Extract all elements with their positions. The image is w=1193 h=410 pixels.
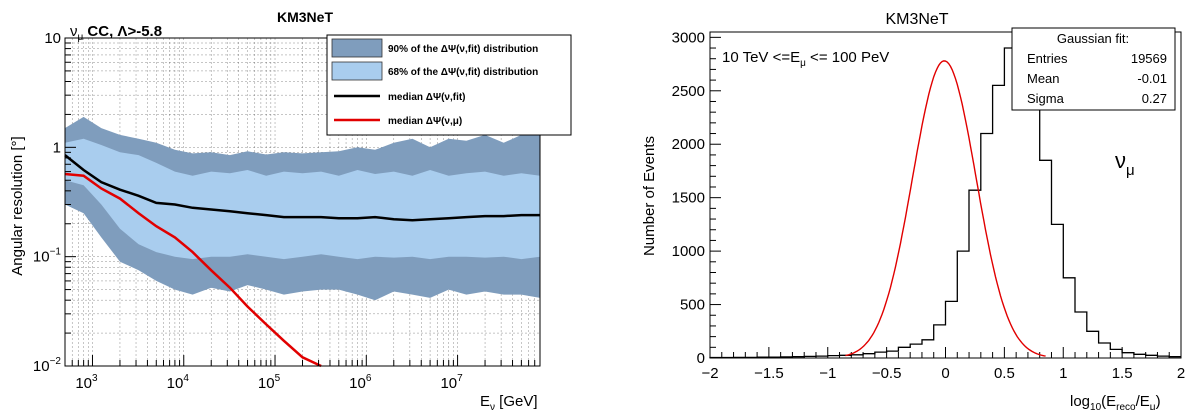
right-y-axis-title: Number of Events — [641, 136, 658, 256]
y-tick-label: 2500 — [672, 83, 705, 100]
right-x-axis-title: log10(Ereco/Eμ) — [1070, 393, 1161, 410]
x-tick-label: 105 — [258, 373, 281, 392]
band-68-percent — [65, 138, 540, 260]
stats-label-mean: Mean — [1027, 71, 1060, 86]
stats-value-sigma: 0.27 — [1142, 91, 1167, 106]
x-tick-label: 1 — [1059, 365, 1067, 382]
angular-resolution-chart: 103 104 105 106 107 10−2 10−1 1 10 KM3NeT νμ CC,… — [9, 9, 572, 410]
energy-reconstruction-histogram: −2 −1.5 −1 −0.5 0 0.5 1 1.5 2 0 500 1000 1500 2000 250… — [641, 11, 1185, 410]
stats-label-entries: Entries — [1027, 51, 1068, 66]
left-title: KM3NeT — [277, 9, 333, 25]
x-tick-label: 104 — [167, 373, 190, 392]
y-tick-label: 10−2 — [33, 356, 62, 375]
left-bands — [65, 116, 540, 301]
right-plot-frame — [709, 31, 1182, 359]
left-selection-label: νμ CC, Λ>-5.8 — [70, 23, 162, 43]
y-tick-label: 3000 — [672, 29, 705, 46]
x-tick-label: 107 — [440, 373, 463, 392]
histogram-steps — [709, 42, 1181, 359]
stats-value-entries: 19569 — [1131, 51, 1167, 66]
right-ticks: −2 −1.5 −1 −0.5 0 0.5 1 1.5 2 0 500 1000 1500 2000 250… — [672, 29, 1186, 382]
median-mu-line — [64, 172, 322, 368]
x-tick-label: 106 — [349, 373, 372, 392]
left-plot-frame — [64, 37, 541, 367]
y-tick-label: 0 — [697, 350, 705, 367]
left-lines — [64, 154, 540, 368]
particle-label: νμ — [1115, 148, 1135, 179]
y-tick-label: 10 — [44, 30, 61, 47]
stats-label-sigma: Sigma — [1027, 91, 1065, 106]
y-tick-label: 1500 — [672, 190, 705, 207]
legend-swatch-68 — [331, 61, 383, 81]
legend-swatch-90 — [331, 38, 383, 58]
median-fit-line — [64, 154, 540, 222]
left-y-axis-title: Angular resolution [°] — [9, 136, 26, 275]
fit-stats-box: Gaussian fit: Entries 19569 Mean -0.01 S… — [1011, 27, 1176, 111]
x-tick-label: 0.5 — [994, 365, 1015, 382]
x-tick-label: 0 — [941, 365, 949, 382]
y-tick-label: 1000 — [672, 243, 705, 260]
legend-label-68: 68% of the ΔΨ(ν,fit) distribution — [388, 67, 538, 78]
y-tick-label: 2000 — [672, 136, 705, 153]
x-tick-label: −1 — [819, 365, 836, 382]
right-title: KM3NeT — [885, 11, 948, 28]
legend-label-median-mu: median ΔΨ(ν,μ) — [388, 116, 462, 127]
energy-cut-label: 10 TeV <=Eμ <= 100 PeV — [722, 49, 889, 69]
x-tick-label: 2 — [1177, 365, 1185, 382]
left-legend: 90% of the ΔΨ(ν,fit) distribution 68% of… — [326, 34, 572, 136]
y-tick-label: 10−1 — [33, 247, 62, 266]
legend-label-median-fit: median ΔΨ(ν,fit) — [388, 92, 466, 103]
left-x-axis-title: Eν [GeV] — [480, 393, 538, 410]
gaussian-fit-curve — [845, 60, 1046, 357]
legend-label-90: 90% of the ΔΨ(ν,fit) distribution — [388, 44, 538, 55]
x-tick-label: −2 — [701, 365, 718, 382]
x-tick-label: 1.5 — [1112, 365, 1133, 382]
stats-value-mean: -0.01 — [1137, 71, 1167, 86]
x-tick-label: −1.5 — [754, 365, 784, 382]
x-tick-label: 103 — [75, 373, 98, 392]
x-tick-label: −0.5 — [872, 365, 902, 382]
stats-title: Gaussian fit: — [1057, 31, 1129, 46]
y-tick-label: 500 — [680, 297, 705, 314]
y-tick-label: 1 — [53, 139, 61, 156]
